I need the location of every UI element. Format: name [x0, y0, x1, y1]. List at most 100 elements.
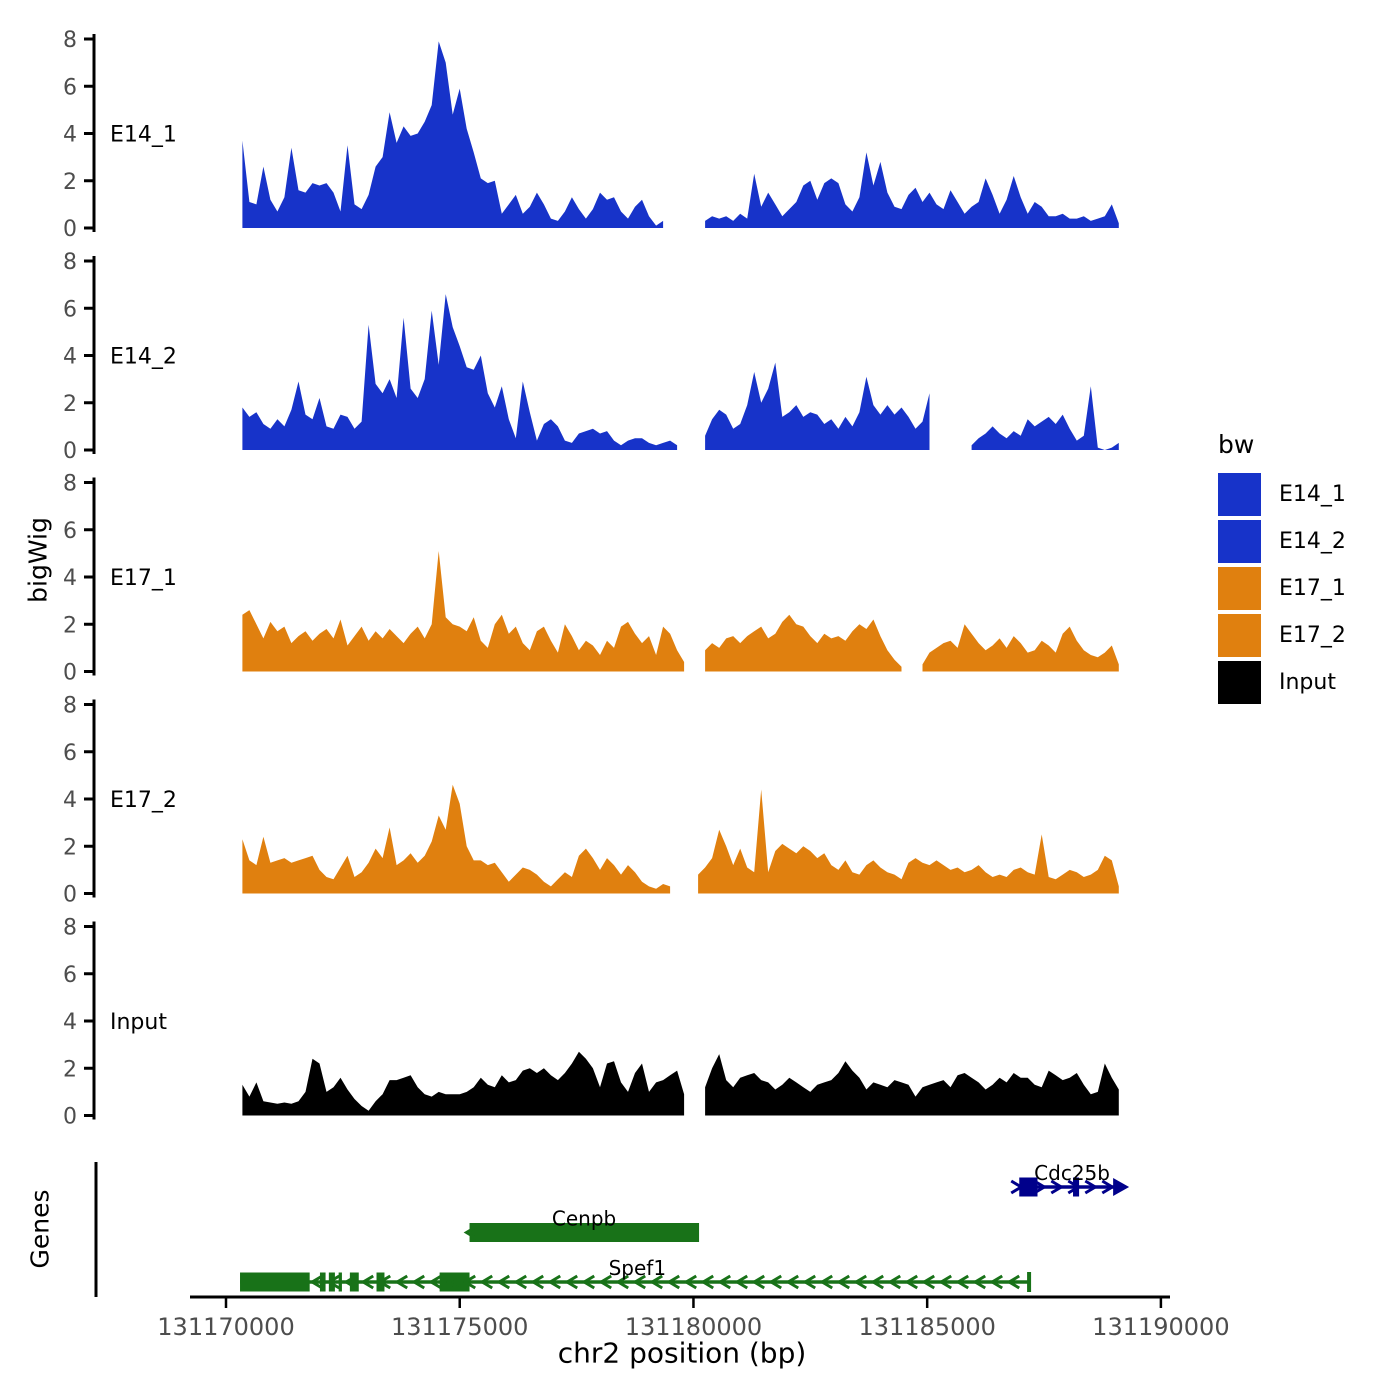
gene-cdc25b: Cdc25b	[1010, 1161, 1130, 1197]
y-tick-label: 6	[63, 519, 77, 544]
y-tick-label: 0	[63, 1105, 77, 1130]
strand-arrow-icon	[394, 1274, 408, 1290]
legend-entry-e14_1: E14_1	[1218, 473, 1346, 516]
coverage-area-E14_1	[705, 152, 1119, 228]
exon-box	[338, 1272, 342, 1292]
strand-arrow-icon	[309, 1274, 323, 1290]
strand-arrow-icon	[700, 1274, 714, 1290]
strand-arrow-icon	[445, 1274, 459, 1290]
strand-arrow-icon	[734, 1274, 748, 1290]
y-tick-label: 0	[63, 883, 77, 908]
strand-arrow-icon	[802, 1274, 816, 1290]
genes-panel: Cdc25b Cenpb Spef1	[94, 1161, 1130, 1297]
strand-arrow-icon	[785, 1274, 799, 1290]
strand-arrow-icon	[904, 1274, 918, 1290]
exon-box	[240, 1272, 310, 1292]
exon-box	[1019, 1177, 1038, 1197]
y-tick-label: 2	[63, 392, 77, 417]
track-label-E17_1: E17_1	[110, 566, 177, 591]
y-tick-label: 4	[63, 788, 77, 813]
track-label-E14_2: E14_2	[110, 345, 177, 370]
gene-label-cdc25b: Cdc25b	[1034, 1161, 1110, 1185]
coverage-area-Input	[242, 1051, 685, 1116]
gene-end-arrow-icon	[1113, 1178, 1130, 1196]
y-tick-label: 6	[63, 75, 77, 100]
strand-arrow-icon	[360, 1274, 374, 1290]
x-axis-title: chr2 position (bp)	[557, 1336, 807, 1370]
legend-swatch-icon	[1218, 661, 1261, 704]
gene-label-cenpb: Cenpb	[552, 1207, 616, 1231]
strand-arrow-icon	[649, 1274, 663, 1290]
strand-arrow-icon	[377, 1274, 391, 1290]
strand-arrow-icon	[717, 1274, 731, 1290]
coverage-area-E14_2	[971, 386, 1119, 450]
strand-arrow-icon	[343, 1274, 357, 1290]
strand-arrow-icon	[768, 1274, 782, 1290]
y-tick-label: 8	[63, 916, 77, 941]
track-label-Input: Input	[110, 1010, 167, 1035]
strand-arrow-icon	[530, 1274, 544, 1290]
legend-entry-input: Input	[1218, 661, 1346, 704]
x-tick-label: 131185000	[858, 1313, 995, 1341]
coverage-area-E17_2	[698, 789, 1119, 894]
exon-box	[319, 1272, 326, 1292]
strand-arrow-icon	[462, 1274, 476, 1290]
strand-arrow-icon	[666, 1274, 680, 1290]
y-tick-label: 6	[63, 741, 77, 766]
y-tick-label: 4	[63, 123, 77, 148]
strand-arrow-icon	[972, 1274, 986, 1290]
coverage-area-E17_1	[242, 551, 685, 672]
legend-entry-e17_2: E17_2	[1218, 614, 1346, 657]
strand-arrow-icon	[632, 1274, 646, 1290]
strand-arrow-icon	[938, 1274, 952, 1290]
legend-entries: E14_1 E14_2 E17_1 E17_2 Input	[1218, 473, 1346, 704]
coverage-area-E17_2	[242, 784, 671, 894]
strand-arrow-icon	[463, 1225, 478, 1240]
y-tick-label: 8	[63, 250, 77, 275]
y-tick-label: 8	[63, 694, 77, 719]
track-label-E14_1: E14_1	[110, 123, 177, 148]
y-tick-label: 0	[63, 217, 77, 242]
y-tick-label: 4	[63, 345, 77, 370]
legend-entry-e14_2: E14_2	[1218, 520, 1346, 563]
legend-entry-label: E14_2	[1279, 529, 1346, 554]
legend-entry-label: E17_1	[1279, 576, 1346, 601]
legend-swatch-icon	[1218, 473, 1261, 516]
coverage-area-E17_1	[922, 624, 1119, 672]
exon-box	[469, 1223, 700, 1242]
legend-entry-label: Input	[1279, 670, 1336, 695]
gene-end-bar	[1027, 1272, 1032, 1292]
strand-arrow-icon	[836, 1274, 850, 1290]
strand-arrow-icon	[1010, 1179, 1025, 1195]
strand-arrow-icon	[751, 1274, 765, 1290]
strand-arrow-icon	[479, 1274, 493, 1290]
strand-arrow-icon	[1101, 1179, 1116, 1195]
strand-arrow-icon	[547, 1274, 561, 1290]
y-tick-label: 2	[63, 835, 77, 860]
y-tick-label: 4	[63, 1010, 77, 1035]
track-E14_2: 8 6 4 2 0 E14_2	[63, 250, 1119, 464]
strand-arrow-icon	[921, 1274, 935, 1290]
track-E17_2: 8 6 4 2 0 E17_2	[63, 694, 1119, 908]
track-E14_1: 8 6 4 2 0 E14_1	[63, 28, 1119, 242]
legend: bw E14_1 E14_2 E17_1 E17_2 Input	[1218, 430, 1346, 708]
legend-swatch-icon	[1218, 520, 1261, 563]
y-tick-label: 8	[63, 472, 77, 497]
strand-arrow-icon	[615, 1274, 629, 1290]
y-tick-label: 0	[63, 661, 77, 686]
strand-arrow-icon	[564, 1274, 578, 1290]
exon-box	[439, 1272, 470, 1292]
exon-box	[349, 1272, 359, 1292]
strand-arrow-icon	[870, 1274, 884, 1290]
strand-arrow-icon	[955, 1274, 969, 1290]
y-tick-label: 6	[63, 297, 77, 322]
y-tick-label: 8	[63, 28, 77, 53]
track-label-E17_2: E17_2	[110, 788, 177, 813]
y-tick-label: 6	[63, 963, 77, 988]
y-tick-label: 2	[63, 613, 77, 638]
gene-cenpb: Cenpb	[463, 1207, 700, 1242]
y-axis-title: bigWig	[23, 517, 53, 603]
genes-panel-title: Genes	[25, 1189, 55, 1269]
strand-arrow-icon	[598, 1274, 612, 1290]
strand-arrow-icon	[1006, 1274, 1020, 1290]
